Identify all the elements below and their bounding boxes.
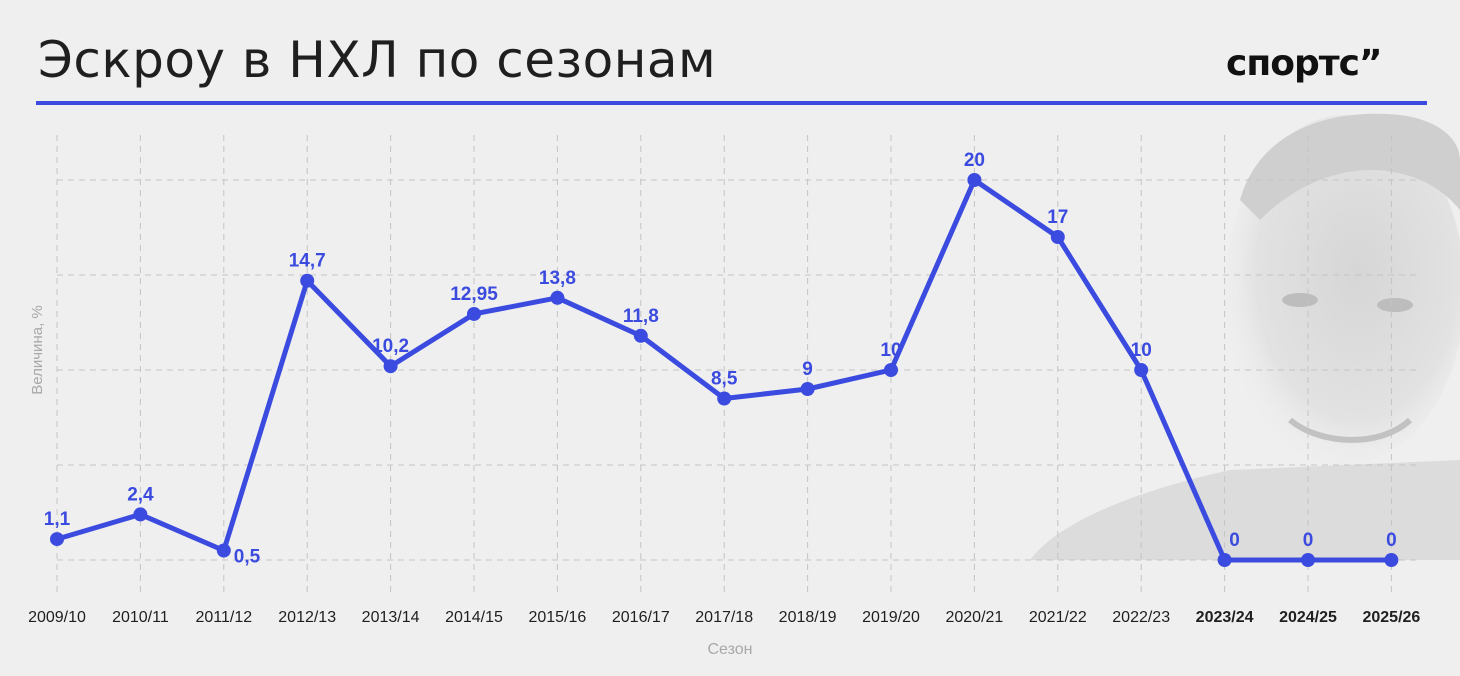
data-point <box>717 391 732 406</box>
data-point <box>133 507 148 522</box>
x-axis-label: Сезон <box>708 641 753 658</box>
x-tick-label: 2016/17 <box>612 609 670 626</box>
data-point <box>1301 553 1315 567</box>
x-tick-label: 2018/19 <box>779 609 837 626</box>
data-point <box>467 306 481 321</box>
data-point <box>884 363 898 377</box>
x-tick-label: 2010/11 <box>112 609 169 626</box>
data-label: 9 <box>802 359 813 380</box>
data-point <box>967 173 982 187</box>
data-label: 12,95 <box>450 284 498 305</box>
data-point <box>1134 363 1149 377</box>
x-tick-label: 2021/22 <box>1029 609 1087 626</box>
x-tick-label: 2017/18 <box>695 609 753 626</box>
grid <box>56 135 1420 592</box>
x-tick-label: 2013/14 <box>362 609 420 626</box>
data-label: 11,8 <box>623 306 659 327</box>
data-points <box>50 173 1399 567</box>
title-underline <box>36 101 1427 105</box>
x-tick-label: 2025/26 <box>1362 609 1420 626</box>
y-axis-label: Величина, % <box>29 305 46 394</box>
data-label: 10,2 <box>372 336 409 357</box>
data-label: 20 <box>964 150 985 171</box>
x-tick-label: 2011/12 <box>195 609 252 626</box>
data-point <box>216 543 231 558</box>
x-tick-label: 2023/24 <box>1196 609 1254 626</box>
x-tick-label: 2024/25 <box>1279 609 1337 626</box>
x-tick-label: 2012/13 <box>278 609 336 626</box>
data-point <box>550 290 565 305</box>
data-label: 0,5 <box>234 547 261 568</box>
data-point <box>300 273 315 288</box>
data-point <box>383 359 398 374</box>
data-point <box>1384 553 1399 567</box>
data-label: 14,7 <box>289 251 326 272</box>
data-point <box>50 532 64 547</box>
data-label: 0 <box>1386 530 1397 551</box>
data-point <box>633 328 648 343</box>
data-point <box>800 382 815 396</box>
x-tick-labels: 2009/10 2010/11 2011/12 2012/13 2013/14 2014/… <box>28 609 1420 626</box>
chart-title: Эскроу в НХЛ по сезонам <box>38 31 717 89</box>
data-point <box>1217 553 1232 567</box>
data-label: 1,1 <box>44 509 71 530</box>
data-label: 10 <box>880 340 901 361</box>
brand-logo: спортс” <box>1226 43 1383 84</box>
x-tick-label: 2009/10 <box>28 609 86 626</box>
data-label: 0 <box>1303 530 1314 551</box>
data-label: 13,8 <box>539 268 576 289</box>
portrait-photo <box>1030 113 1460 560</box>
data-label: 0 <box>1229 530 1240 551</box>
x-tick-label: 2015/16 <box>528 609 586 626</box>
x-tick-label: 2022/23 <box>1112 609 1170 626</box>
data-label: 2,4 <box>127 484 154 505</box>
data-label: 8,5 <box>711 369 738 390</box>
x-tick-label: 2020/21 <box>945 609 1003 626</box>
x-tick-label: 2019/20 <box>862 609 920 626</box>
x-tick-label: 2014/15 <box>445 609 503 626</box>
data-label: 17 <box>1047 207 1068 228</box>
data-labels: 1,1 2,4 0,5 14,7 10,2 12,95 13,8 11,8 8,5 9 10 20 17… <box>44 150 1397 568</box>
data-label: 10 <box>1131 340 1152 361</box>
data-point <box>1050 230 1065 244</box>
